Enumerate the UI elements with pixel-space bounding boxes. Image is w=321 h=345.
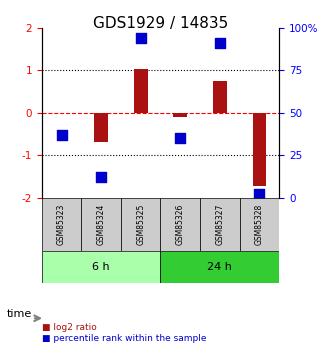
- Text: GDS1929 / 14835: GDS1929 / 14835: [93, 16, 228, 30]
- Text: GSM85328: GSM85328: [255, 204, 264, 245]
- Point: [257, 191, 262, 197]
- FancyBboxPatch shape: [160, 198, 200, 251]
- Point: [99, 175, 104, 180]
- Text: 6 h: 6 h: [92, 262, 110, 272]
- Point: [217, 40, 222, 46]
- Bar: [173, 113, 187, 117]
- Text: time: time: [6, 309, 32, 319]
- Bar: [134, 69, 148, 113]
- Text: GSM85324: GSM85324: [97, 204, 106, 245]
- Point: [138, 35, 143, 41]
- FancyBboxPatch shape: [200, 198, 240, 251]
- FancyBboxPatch shape: [240, 198, 279, 251]
- FancyBboxPatch shape: [121, 198, 160, 251]
- FancyBboxPatch shape: [42, 198, 81, 251]
- FancyBboxPatch shape: [81, 198, 121, 251]
- Point: [59, 132, 64, 138]
- Text: 24 h: 24 h: [207, 262, 232, 272]
- Bar: [213, 81, 227, 113]
- Text: GSM85325: GSM85325: [136, 204, 145, 245]
- Bar: [94, 113, 108, 142]
- Text: ■ percentile rank within the sample: ■ percentile rank within the sample: [42, 334, 206, 343]
- Text: GSM85327: GSM85327: [215, 204, 224, 245]
- FancyBboxPatch shape: [160, 251, 279, 283]
- Bar: [253, 113, 266, 186]
- Text: ■ log2 ratio: ■ log2 ratio: [42, 323, 97, 332]
- Point: [178, 136, 183, 141]
- Text: GSM85323: GSM85323: [57, 204, 66, 245]
- Text: GSM85326: GSM85326: [176, 204, 185, 245]
- FancyBboxPatch shape: [42, 251, 160, 283]
